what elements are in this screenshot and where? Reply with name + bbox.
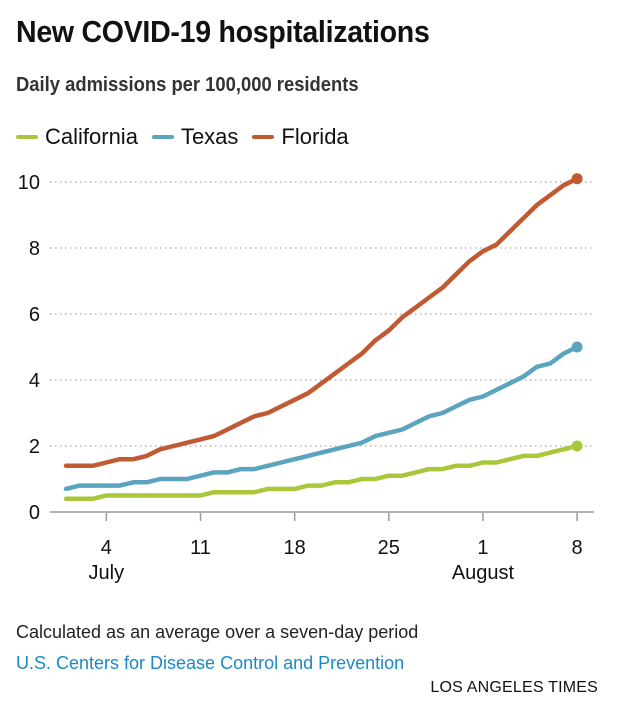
x-tick-label: 11 [190, 537, 211, 559]
x-tick-label: 18 [284, 537, 306, 559]
x-month-label: August [452, 562, 515, 584]
series-line-california [63, 443, 580, 502]
x-axis: 4 July 11 18 25 1 August 8 [50, 511, 594, 584]
endpoint-marker-florida [571, 173, 583, 185]
y-tick-label: 4 [29, 370, 40, 392]
legend-swatch-texas [151, 135, 174, 139]
gridlines [50, 181, 594, 447]
series-line-florida [63, 176, 580, 469]
y-tick-label: 10 [18, 172, 40, 194]
x-tick-label: 4 [101, 537, 112, 559]
chart-title: New COVID-19 hospitalizations [16, 14, 430, 49]
legend-label-texas: Texas [180, 124, 239, 149]
y-axis-ticks: 0 2 4 6 8 10 [18, 172, 40, 524]
x-tick-label: 8 [572, 537, 583, 559]
legend-item-texas: Texas [151, 124, 239, 150]
legend-item-california: California [16, 124, 138, 150]
chart-note: Calculated as an average over a seven-da… [16, 622, 419, 642]
endpoint-marker-texas [571, 341, 583, 353]
y-tick-label: 2 [29, 436, 40, 458]
legend-item-florida: Florida [252, 124, 349, 150]
source-link[interactable]: U.S. Centers for Disease Control and Pre… [16, 653, 405, 673]
x-tick-label: 25 [378, 537, 400, 559]
series-line-texas [63, 344, 580, 492]
line-chart: 0 2 4 6 8 10 4 July 11 18 25 1 August 8 [18, 172, 594, 584]
legend-label-florida: Florida [281, 124, 349, 149]
y-tick-label: 0 [29, 502, 40, 524]
series-lines [63, 173, 583, 502]
y-tick-label: 6 [29, 304, 40, 326]
y-tick-label: 8 [29, 238, 40, 260]
publisher-credit: LOS ANGELES TIMES [430, 679, 598, 696]
chart-subtitle: Daily admissions per 100,000 residents [16, 74, 359, 96]
legend-label-california: California [45, 124, 138, 149]
endpoint-marker-california [571, 440, 583, 452]
legend-swatch-florida [252, 135, 275, 139]
legend-swatch-california [16, 135, 38, 139]
x-month-label: July [89, 562, 125, 584]
x-tick-label: 1 [477, 537, 488, 559]
legend: California Texas Florida [16, 124, 363, 150]
